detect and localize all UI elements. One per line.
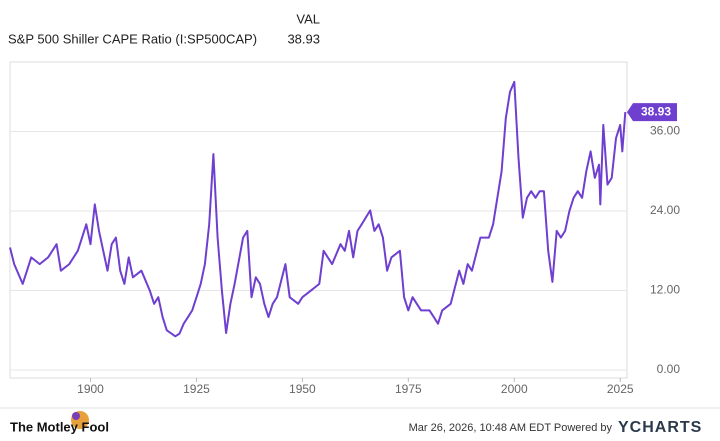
logo (71, 411, 89, 429)
timestamp: Mar 26, 2026, 10:48 AM EDT Powered by (409, 422, 613, 434)
x-tick-label: 1950 (289, 382, 316, 396)
y-tick-label: 24.00 (650, 203, 680, 217)
column-header: VAL (296, 11, 320, 26)
series-line (9, 80, 627, 338)
x-tick-label: 2025 (607, 382, 634, 396)
y-tick-label: 0.00 (657, 362, 681, 376)
x-tick-label: 2000 (501, 382, 528, 396)
series-name: S&P 500 Shiller CAPE Ratio (I:SP500CAP) (8, 31, 257, 46)
plot-frame (9, 61, 628, 379)
value-tag-label: 38.93 (641, 104, 671, 118)
latest-value: 38.93 (287, 31, 320, 46)
provider: YCHARTS (618, 419, 702, 436)
x-tick-label: 1975 (395, 382, 422, 396)
brand: The Motley Fool (10, 419, 109, 434)
y-tick-label: 12.00 (650, 283, 680, 297)
y-tick-label: 36.00 (650, 124, 680, 138)
value-tag (627, 103, 677, 122)
x-tick-label: 1925 (183, 382, 210, 396)
x-tick-label: 1900 (77, 382, 104, 396)
